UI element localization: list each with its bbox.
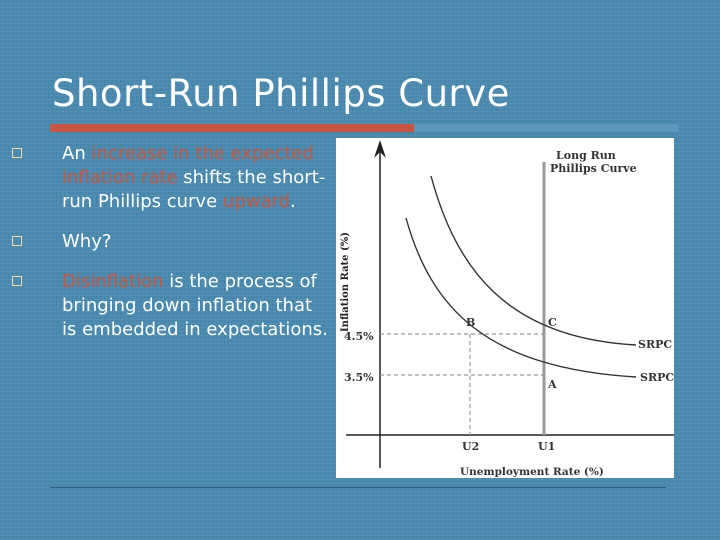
lrpc-label-line1: Long Run xyxy=(556,149,616,162)
bullet-text-plain: Why? xyxy=(62,231,112,252)
bullet-item: Why? xyxy=(12,230,332,254)
x-tick-u1: U1 xyxy=(538,440,555,453)
y-axis-label: Inflation Rate (%) xyxy=(340,232,351,332)
bullet-text-plain: An xyxy=(62,143,92,164)
point-b-label: B xyxy=(466,316,475,329)
y-tick-4-5: 4.5% xyxy=(344,330,374,343)
point-c-label: C xyxy=(548,316,557,329)
y-axis-arrow-icon xyxy=(374,140,386,158)
bullet-text-highlight: increase in the expected inflation rate xyxy=(62,143,314,188)
x-tick-u2: U2 xyxy=(462,440,479,453)
srpc-2-curve xyxy=(430,175,637,346)
slide-title: Short-Run Phillips Curve xyxy=(52,72,510,115)
phillips-curve-diagram: Inflation Rate (%) Long Run Phillips Cur… xyxy=(336,138,674,478)
srpc-1-curve xyxy=(405,217,637,378)
square-bullet-icon xyxy=(12,236,22,246)
bullet-text-highlight: upward xyxy=(222,191,290,212)
diagram-svg: Inflation Rate (%) Long Run Phillips Cur… xyxy=(340,140,674,478)
square-bullet-icon xyxy=(12,148,22,158)
bullet-text-highlight: Disinflation xyxy=(62,271,164,292)
title-underline-rest xyxy=(414,124,678,132)
x-axis-label: Unemployment Rate (%) xyxy=(460,466,604,478)
y-tick-3-5: 3.5% xyxy=(344,371,374,384)
bullet-item: An increase in the expected inflation ra… xyxy=(12,142,332,214)
bullet-text-plain: . xyxy=(290,191,296,212)
footer-rule xyxy=(50,487,666,488)
point-a-label: A xyxy=(547,378,557,391)
bullet-text-plain: shifts the short-run Phillips curve xyxy=(62,167,326,212)
title-underline-accent xyxy=(50,124,414,132)
bullet-list: An increase in the expected inflation ra… xyxy=(12,142,332,358)
title-underline xyxy=(50,124,678,132)
bullet-item: Disinflation is the process of bringing … xyxy=(12,270,332,342)
square-bullet-icon xyxy=(12,276,22,286)
lrpc-label-line2: Phillips Curve xyxy=(550,162,637,175)
bullet-text-plain: is the process of bringing down inflatio… xyxy=(62,271,328,340)
srpc-2-label: SRPC 2 xyxy=(638,338,674,351)
srpc-1-label: SRPC 1 xyxy=(640,371,674,384)
